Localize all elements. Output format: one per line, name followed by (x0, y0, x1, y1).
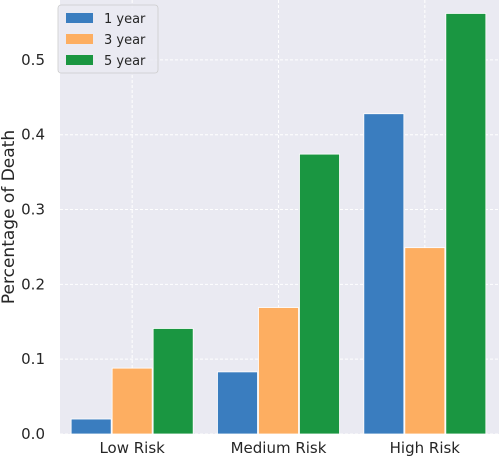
y-tick-label: 0.4 (21, 126, 45, 144)
y-tick-label: 0.3 (21, 201, 45, 219)
x-tick-label: Low Risk (99, 439, 165, 456)
legend-label: 1 year (104, 12, 146, 27)
bar (217, 371, 258, 435)
legend: 1 year 3 year 5 year (57, 4, 159, 74)
x-tick-label: Medium Risk (231, 439, 327, 456)
y-tick-label: 0.5 (21, 51, 45, 69)
bar (152, 328, 194, 435)
bar (363, 113, 405, 435)
legend-label: 5 year (104, 54, 146, 69)
y-tick-label: 0.1 (21, 350, 45, 368)
bar (70, 418, 112, 435)
legend-swatch (66, 13, 93, 23)
bar (111, 367, 153, 435)
bar (445, 13, 487, 435)
y-tick-label: 0.0 (21, 425, 45, 443)
bar (258, 307, 299, 435)
y-tick-label: 0.2 (21, 275, 45, 293)
bar (299, 153, 340, 435)
legend-swatch (66, 55, 93, 65)
bars (70, 13, 487, 435)
legend-label: 3 year (104, 33, 146, 48)
legend-swatch (66, 34, 93, 44)
y-axis-label: Percentage of Death (0, 130, 19, 304)
y-tick-labels: 0.0 0.1 0.2 0.3 0.4 0.5 (21, 51, 45, 443)
bar (404, 247, 446, 435)
x-tick-label: High Risk (390, 439, 461, 456)
x-tick-labels: Low Risk Medium Risk High Risk (99, 439, 460, 456)
